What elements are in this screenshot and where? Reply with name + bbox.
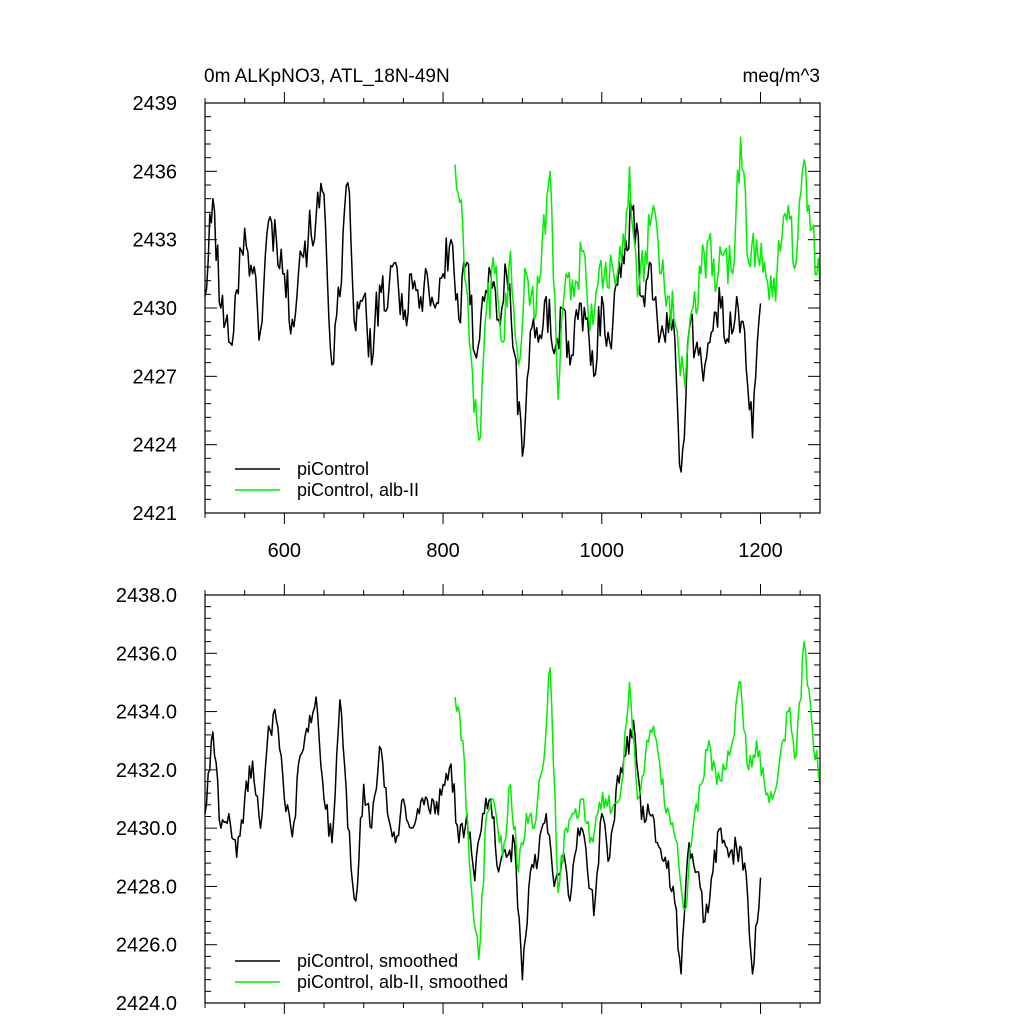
legend-top: piControl piControl, alb-II bbox=[235, 459, 419, 500]
y-tick-label: 2428.0 bbox=[116, 876, 177, 898]
x-tick-label: 600 bbox=[268, 540, 301, 562]
y-tick-label: 2436 bbox=[133, 161, 178, 183]
legend-label-alb-ii-smoothed: piControl, alb-II, smoothed bbox=[297, 972, 508, 992]
legend-label-alb-ii: piControl, alb-II bbox=[297, 480, 419, 500]
y-tick-label: 2430.0 bbox=[116, 818, 177, 840]
series-line-top-1 bbox=[454, 136, 821, 441]
panel-bottom: 2424.0 2426.0 2428.0 2430.0 2432.0 2434.0 2436… bbox=[116, 584, 821, 1015]
y-tick-label: 2438.0 bbox=[116, 585, 177, 607]
chart-units: meq/m^3 bbox=[742, 66, 820, 87]
series-line-bottom-1 bbox=[454, 640, 821, 961]
y-tick-label: 2433 bbox=[133, 230, 178, 252]
x-tick-label: 800 bbox=[426, 540, 459, 562]
chart-title: 0m ALKpNO3, ATL_18N-49N bbox=[204, 66, 450, 87]
y-tick-label: 2434.0 bbox=[116, 702, 177, 724]
y-tick-label: 2421 bbox=[133, 503, 178, 525]
y-tick-label: 2432.0 bbox=[116, 760, 177, 782]
y-tick-label: 2436.0 bbox=[116, 643, 177, 665]
y-tick-label: 2424.0 bbox=[116, 993, 177, 1015]
plot-frame-bottom bbox=[204, 594, 821, 1004]
y-tick-label: 2426.0 bbox=[116, 935, 177, 957]
y-tick-label: 2439 bbox=[133, 93, 178, 115]
panel-top: 0m ALKpNO3, ATL_18N-49N meq/m^3 2421 2424… bbox=[133, 66, 821, 562]
x-tick-label: 1000 bbox=[580, 540, 625, 562]
legend-label-picontrol-smoothed: piControl, smoothed bbox=[297, 951, 458, 971]
series-line-bottom-0 bbox=[204, 696, 762, 981]
legend-label-picontrol: piControl bbox=[297, 459, 369, 479]
y-tick-label: 2427 bbox=[133, 366, 178, 388]
x-tick-label: 1200 bbox=[738, 540, 783, 562]
legend-bottom: piControl, smoothed piControl, alb-II, s… bbox=[235, 951, 508, 992]
y-tick-label: 2424 bbox=[133, 435, 178, 457]
series-line-top-0 bbox=[204, 181, 762, 473]
plot-area-bottom: 2424.0 2426.0 2428.0 2430.0 2432.0 2434.0 2436… bbox=[116, 584, 821, 1015]
plot-area-top: 2421 2424 2427 2430 2433 2436 2439 600 800 1000 12… bbox=[133, 92, 821, 562]
plot-frame-top bbox=[204, 102, 821, 514]
y-tick-label: 2430 bbox=[133, 298, 178, 320]
